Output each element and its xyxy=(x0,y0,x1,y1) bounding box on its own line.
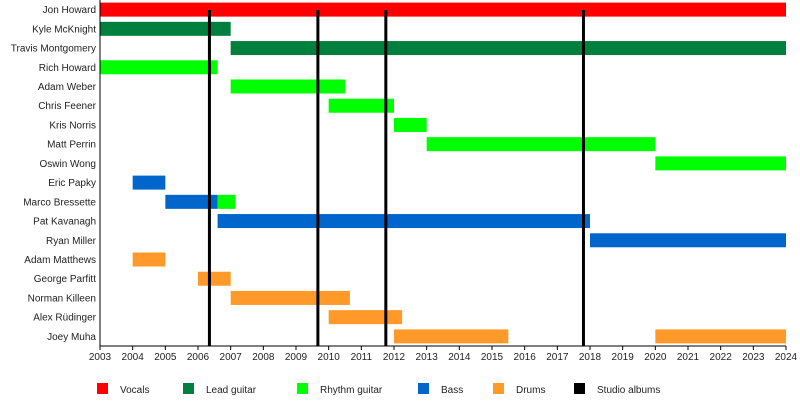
legend-swatch-albums xyxy=(574,383,585,394)
member-label: Marco Bressette xyxy=(23,197,96,208)
member-label: Pat Kavanagh xyxy=(33,217,96,228)
member-label: Ryan Miller xyxy=(46,236,97,247)
x-tick-label: 2019 xyxy=(612,352,635,363)
member-bar-rhythm xyxy=(328,98,394,113)
member-bar-rhythm xyxy=(230,79,345,94)
member-bar-bass xyxy=(590,233,786,248)
member-label: Joey Muha xyxy=(47,332,96,343)
legend-swatch-rhythm xyxy=(297,383,308,394)
member-bar-drums xyxy=(132,252,166,267)
x-tick-label: 2004 xyxy=(122,352,145,363)
member-bar-rhythm xyxy=(394,117,427,132)
x-tick-label: 2011 xyxy=(351,352,373,363)
member-label: Adam Matthews xyxy=(24,255,96,266)
x-tick-label: 2020 xyxy=(644,352,667,363)
x-tick-label: 2013 xyxy=(416,352,439,363)
member-bar-drums xyxy=(198,271,231,286)
legend-label-vocals: Vocals xyxy=(120,385,149,396)
legend-swatch-drums xyxy=(493,383,504,394)
member-bar-bass xyxy=(132,175,166,190)
x-tick-label: 2008 xyxy=(252,352,275,363)
member-bar-drums xyxy=(328,310,403,325)
x-tick-label: 2006 xyxy=(187,352,210,363)
x-tick-label: 2021 xyxy=(677,352,700,363)
legend-label-bass: Bass xyxy=(441,385,463,396)
legend-label-rhythm: Rhythm guitar xyxy=(320,385,383,396)
legend-label-drums: Drums xyxy=(516,385,545,396)
legend-swatch-bass xyxy=(418,383,429,394)
member-label: Eric Papky xyxy=(48,178,96,189)
member-label: Alex Rüdinger xyxy=(33,313,96,324)
member-label: Norman Killeen xyxy=(28,293,96,304)
member-label: Rich Howard xyxy=(39,63,96,74)
x-tick-label: 2015 xyxy=(481,352,504,363)
x-tick-label: 2003 xyxy=(89,352,112,363)
legend-swatch-vocals xyxy=(97,383,108,394)
member-bar-rhythm xyxy=(426,137,656,152)
member-bar-rhythm xyxy=(655,156,786,171)
member-bar-vocals xyxy=(100,2,786,17)
member-label: Chris Feener xyxy=(38,101,96,112)
x-tick-label: 2017 xyxy=(546,352,569,363)
member-bar-drums xyxy=(655,329,786,344)
member-label: Kris Norris xyxy=(49,120,96,131)
legend-swatch-lead xyxy=(183,383,194,394)
member-bar-bass xyxy=(165,194,218,209)
member-label: George Parfitt xyxy=(34,274,96,285)
member-bar-bass xyxy=(217,214,590,229)
x-tick-label: 2022 xyxy=(710,352,733,363)
x-tick-label: 2018 xyxy=(579,352,602,363)
x-tick-label: 2023 xyxy=(742,352,765,363)
member-bar-rhythm xyxy=(217,194,236,209)
x-tick-label: 2012 xyxy=(383,352,406,363)
x-tick-label: 2009 xyxy=(285,352,308,363)
member-bar-drums xyxy=(230,290,350,305)
member-bar-drums xyxy=(394,329,509,344)
legend-label-lead: Lead guitar xyxy=(206,385,257,396)
member-label: Matt Perrin xyxy=(47,140,96,151)
member-label: Oswin Wong xyxy=(39,159,96,170)
x-tick-label: 2014 xyxy=(448,352,471,363)
member-label: Adam Weber xyxy=(38,82,97,93)
member-bar-lead xyxy=(100,21,231,36)
member-label: Kyle McKnight xyxy=(32,24,96,35)
x-tick-label: 2005 xyxy=(154,352,177,363)
member-label: Travis Montgomery xyxy=(11,44,96,55)
legend-label-albums: Studio albums xyxy=(597,385,660,396)
member-label: Jon Howard xyxy=(43,5,96,16)
x-tick-label: 2016 xyxy=(514,352,537,363)
x-tick-label: 2007 xyxy=(220,352,243,363)
x-tick-label: 2024 xyxy=(775,352,798,363)
member-bar-lead xyxy=(230,41,786,56)
member-bar-rhythm xyxy=(100,60,218,75)
x-tick-label: 2010 xyxy=(318,352,341,363)
